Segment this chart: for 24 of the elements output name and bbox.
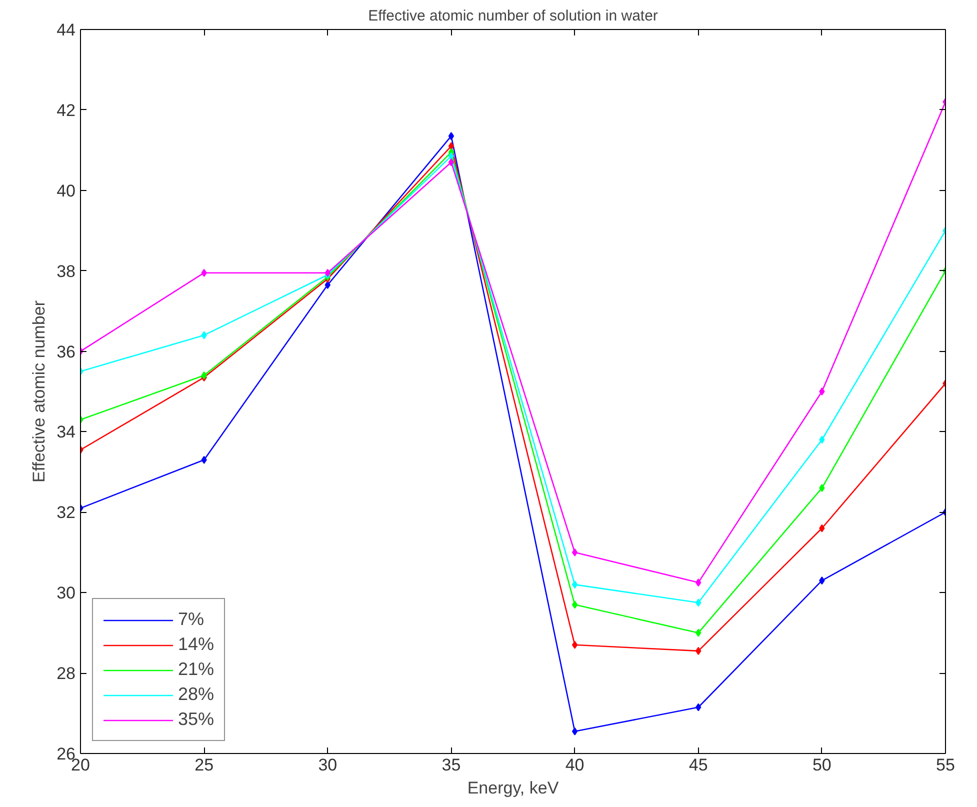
legend-label: 28%	[178, 684, 214, 705]
x-tick-label: 30	[318, 756, 338, 774]
y-tick-label: 30	[56, 584, 76, 603]
y-tick-label: 28	[56, 664, 76, 684]
chart-title: Effective atomic number of solution in water	[368, 8, 658, 24]
legend-label: 21%	[178, 659, 214, 680]
x-tick-label: 25	[194, 756, 214, 774]
x-tick-label: 35	[442, 756, 461, 774]
x-tick-label: 45	[688, 756, 708, 774]
y-tick-label: 42	[56, 100, 76, 120]
y-tick-label: 40	[56, 181, 76, 200]
x-tick-label: 55	[936, 756, 955, 774]
x-tick-label: 40	[565, 756, 584, 774]
y-tick-label: 32	[56, 503, 76, 522]
y-axis-title: Effective atomic number	[30, 300, 49, 483]
y-tick-label: 36	[56, 342, 76, 362]
legend-label: 35%	[178, 709, 214, 730]
legend-label: 14%	[178, 634, 214, 655]
legend-label: 7%	[178, 609, 204, 630]
y-tick-label: 34	[56, 422, 76, 442]
y-tick-label: 44	[56, 20, 76, 40]
x-axis-title: Energy, keV	[467, 778, 560, 798]
y-tick-label: 38	[56, 262, 76, 281]
x-tick-label: 50	[812, 756, 832, 774]
